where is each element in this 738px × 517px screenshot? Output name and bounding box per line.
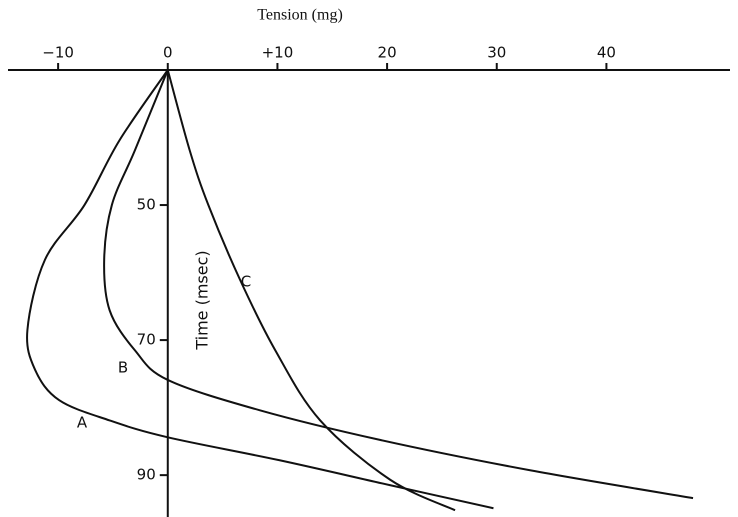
x-tick-label: +10 [262, 44, 294, 62]
y-axis-title: Time (msec) [193, 250, 212, 350]
x-axis-title: Tension (mg) [257, 7, 343, 24]
x-tick-label: 0 [163, 44, 173, 62]
curve [103, 69, 694, 500]
x-tick-label: −10 [42, 44, 74, 62]
x-tick-label: 40 [597, 44, 616, 62]
curve [26, 69, 494, 510]
x-tick-label: 30 [487, 44, 506, 62]
y-tick-label: 90 [137, 466, 156, 484]
x-tick-label: 20 [378, 44, 397, 62]
curve [166, 69, 456, 512]
series-label: C [241, 273, 251, 291]
y-tick-label: 70 [137, 331, 156, 349]
series-label: B [118, 359, 128, 377]
y-tick-label: 50 [137, 196, 156, 214]
series-label: A [77, 414, 88, 432]
